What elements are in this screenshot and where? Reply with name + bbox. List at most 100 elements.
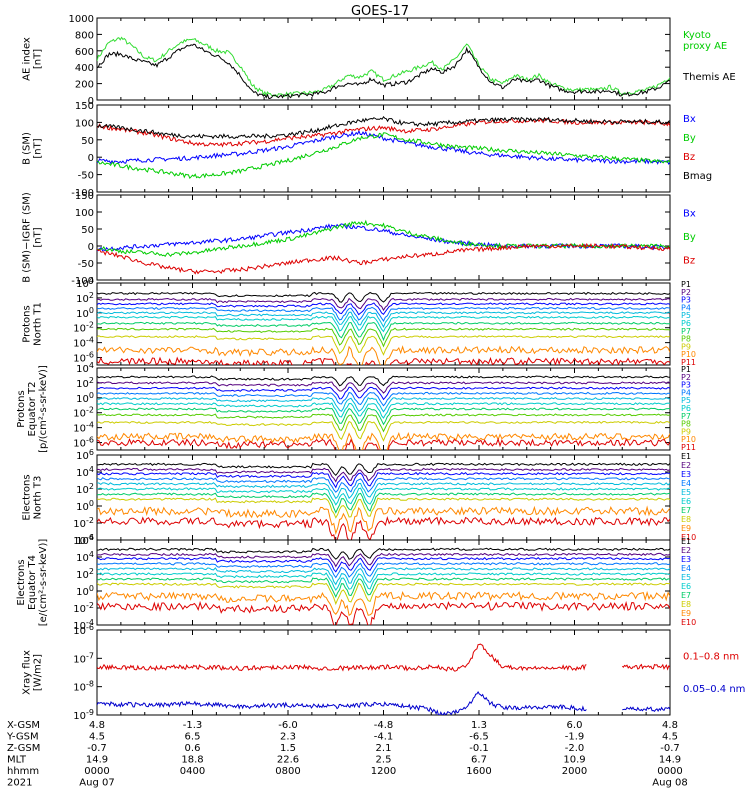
y-axis-label: [nT] bbox=[33, 49, 44, 69]
y-tick-label: -100 bbox=[71, 276, 94, 287]
channel-line bbox=[97, 386, 670, 401]
ephemeris-value: Aug 07 bbox=[79, 778, 114, 789]
y-tick-label: 10-4 bbox=[73, 618, 94, 632]
channel-legend-label: P2 bbox=[681, 288, 691, 297]
ephemeris-value: 4.5 bbox=[89, 732, 105, 743]
channel-legend-label: P10 bbox=[681, 435, 696, 444]
channel-legend-label: P11 bbox=[681, 443, 696, 452]
y-tick-label: 104 bbox=[76, 465, 94, 479]
channel-line bbox=[97, 577, 670, 598]
channel-legend-label: E2 bbox=[681, 546, 691, 555]
y-tick-label: 600 bbox=[75, 47, 94, 58]
channel-legend-label: P7 bbox=[681, 327, 691, 336]
y-axis-label: North T3 bbox=[33, 476, 44, 520]
channel-line bbox=[97, 600, 670, 625]
y-axis-label: Equator T4 bbox=[27, 555, 38, 610]
channel-legend-label: P10 bbox=[681, 350, 696, 359]
plot-area bbox=[97, 36, 670, 100]
channel-legend-label: E1 bbox=[681, 452, 691, 461]
y-tick-label: 150 bbox=[75, 101, 94, 112]
ephemeris-row-label: hhmm bbox=[7, 766, 39, 777]
channel-line bbox=[97, 562, 670, 579]
y-axis-label: AE index bbox=[22, 37, 33, 81]
series-line bbox=[621, 663, 670, 671]
y-tick-label: 10-6 bbox=[73, 436, 94, 450]
panel-bfield: B (SM) [nT] -100 -50 0 50 100 150 Bx By Bz Bmag bbox=[22, 101, 713, 199]
channel-legend-label: E7 bbox=[681, 591, 691, 600]
panel-frame bbox=[96, 17, 671, 101]
channel-line bbox=[97, 375, 670, 387]
channel-legend-label: P5 bbox=[681, 396, 691, 405]
y-tick-label: 200 bbox=[75, 80, 94, 91]
y-tick-label: 102 bbox=[76, 567, 94, 581]
channel-line bbox=[97, 482, 670, 500]
ephemeris-value: 1.3 bbox=[471, 720, 487, 731]
channel-line bbox=[97, 477, 670, 493]
panel-bdiff: B (SM)−IGRF (SM) [nT] -100 -50 0 50 100 150 Bx By… bbox=[22, 191, 696, 287]
channel-legend-label: E6 bbox=[681, 497, 691, 506]
y-tick-label: 106 bbox=[76, 448, 94, 462]
channel-line bbox=[97, 572, 670, 592]
plot-area bbox=[97, 115, 670, 179]
channel-line bbox=[97, 582, 670, 606]
series-line bbox=[97, 219, 670, 258]
ephemeris-value: -1.3 bbox=[183, 720, 203, 731]
panel-frame bbox=[96, 454, 671, 541]
channel-legend-label: E7 bbox=[681, 506, 691, 515]
channel-line bbox=[97, 381, 670, 394]
plot-area bbox=[97, 643, 670, 715]
ephemeris-value: 0.6 bbox=[185, 743, 201, 754]
y-tick-label: 106 bbox=[76, 533, 94, 547]
y-tick-label: 102 bbox=[76, 291, 94, 305]
series-line bbox=[97, 43, 670, 100]
y-tick-label: 100 bbox=[76, 584, 94, 598]
channel-legend-label: P3 bbox=[681, 296, 691, 305]
series-line bbox=[97, 115, 670, 140]
y-tick-label: 100 bbox=[76, 306, 94, 320]
panel-ae: AE index [nT] 0 200 400 600 800 1000 Kyotoproxy … bbox=[22, 14, 736, 107]
ephemeris-value: 2.3 bbox=[280, 732, 296, 743]
ephemeris-value: 22.6 bbox=[277, 755, 299, 766]
channel-legend-label: P1 bbox=[681, 365, 691, 374]
channel-line bbox=[97, 327, 670, 348]
ephemeris-value: 2.5 bbox=[376, 755, 392, 766]
y-tick-label: 0 bbox=[88, 96, 94, 107]
channel-line bbox=[97, 420, 670, 442]
ephemeris-row-label: MLT bbox=[7, 755, 27, 766]
channel-legend-label: P7 bbox=[681, 412, 691, 421]
channel-legend-label: E8 bbox=[681, 515, 691, 524]
series-line bbox=[97, 129, 670, 165]
ephemeris-value: 0800 bbox=[275, 766, 300, 777]
channel-line bbox=[97, 306, 670, 322]
channel-legend-label: P3 bbox=[681, 381, 691, 390]
channel-line bbox=[97, 467, 670, 483]
plot-title: GOES-17 bbox=[351, 4, 409, 19]
ephemeris-value: -0.1 bbox=[469, 743, 489, 754]
legend-label: Bx bbox=[683, 208, 696, 219]
channel-legend-label: E10 bbox=[681, 533, 696, 542]
legend-label: Bx bbox=[683, 114, 696, 125]
plot-area bbox=[97, 291, 670, 365]
ephemeris-value: 10.9 bbox=[563, 755, 585, 766]
y-tick-label: 100 bbox=[75, 118, 94, 129]
channel-line bbox=[97, 515, 670, 540]
y-tick-label: 10-8 bbox=[73, 680, 94, 694]
y-tick-label: 10-2 bbox=[73, 516, 94, 530]
y-axis-label: [p/(cm²-s-sr-keV)] bbox=[38, 365, 49, 453]
channel-legend-label: E4 bbox=[681, 564, 691, 573]
channel-line bbox=[97, 552, 670, 568]
y-axis-label: Xray flux bbox=[22, 650, 33, 695]
legend-label: Bmag bbox=[683, 171, 712, 182]
y-axis-label: B (SM) bbox=[22, 132, 33, 165]
channel-legend-label: P9 bbox=[681, 427, 691, 436]
legend-label: By bbox=[683, 133, 696, 144]
ephemeris-row-label: X-GSM bbox=[7, 720, 40, 731]
panel-frame bbox=[96, 194, 671, 281]
channel-legend-label: P5 bbox=[681, 311, 691, 320]
y-tick-label: 100 bbox=[76, 391, 94, 405]
y-tick-label: 104 bbox=[76, 276, 94, 290]
y-tick-label: 10-4 bbox=[73, 336, 94, 350]
